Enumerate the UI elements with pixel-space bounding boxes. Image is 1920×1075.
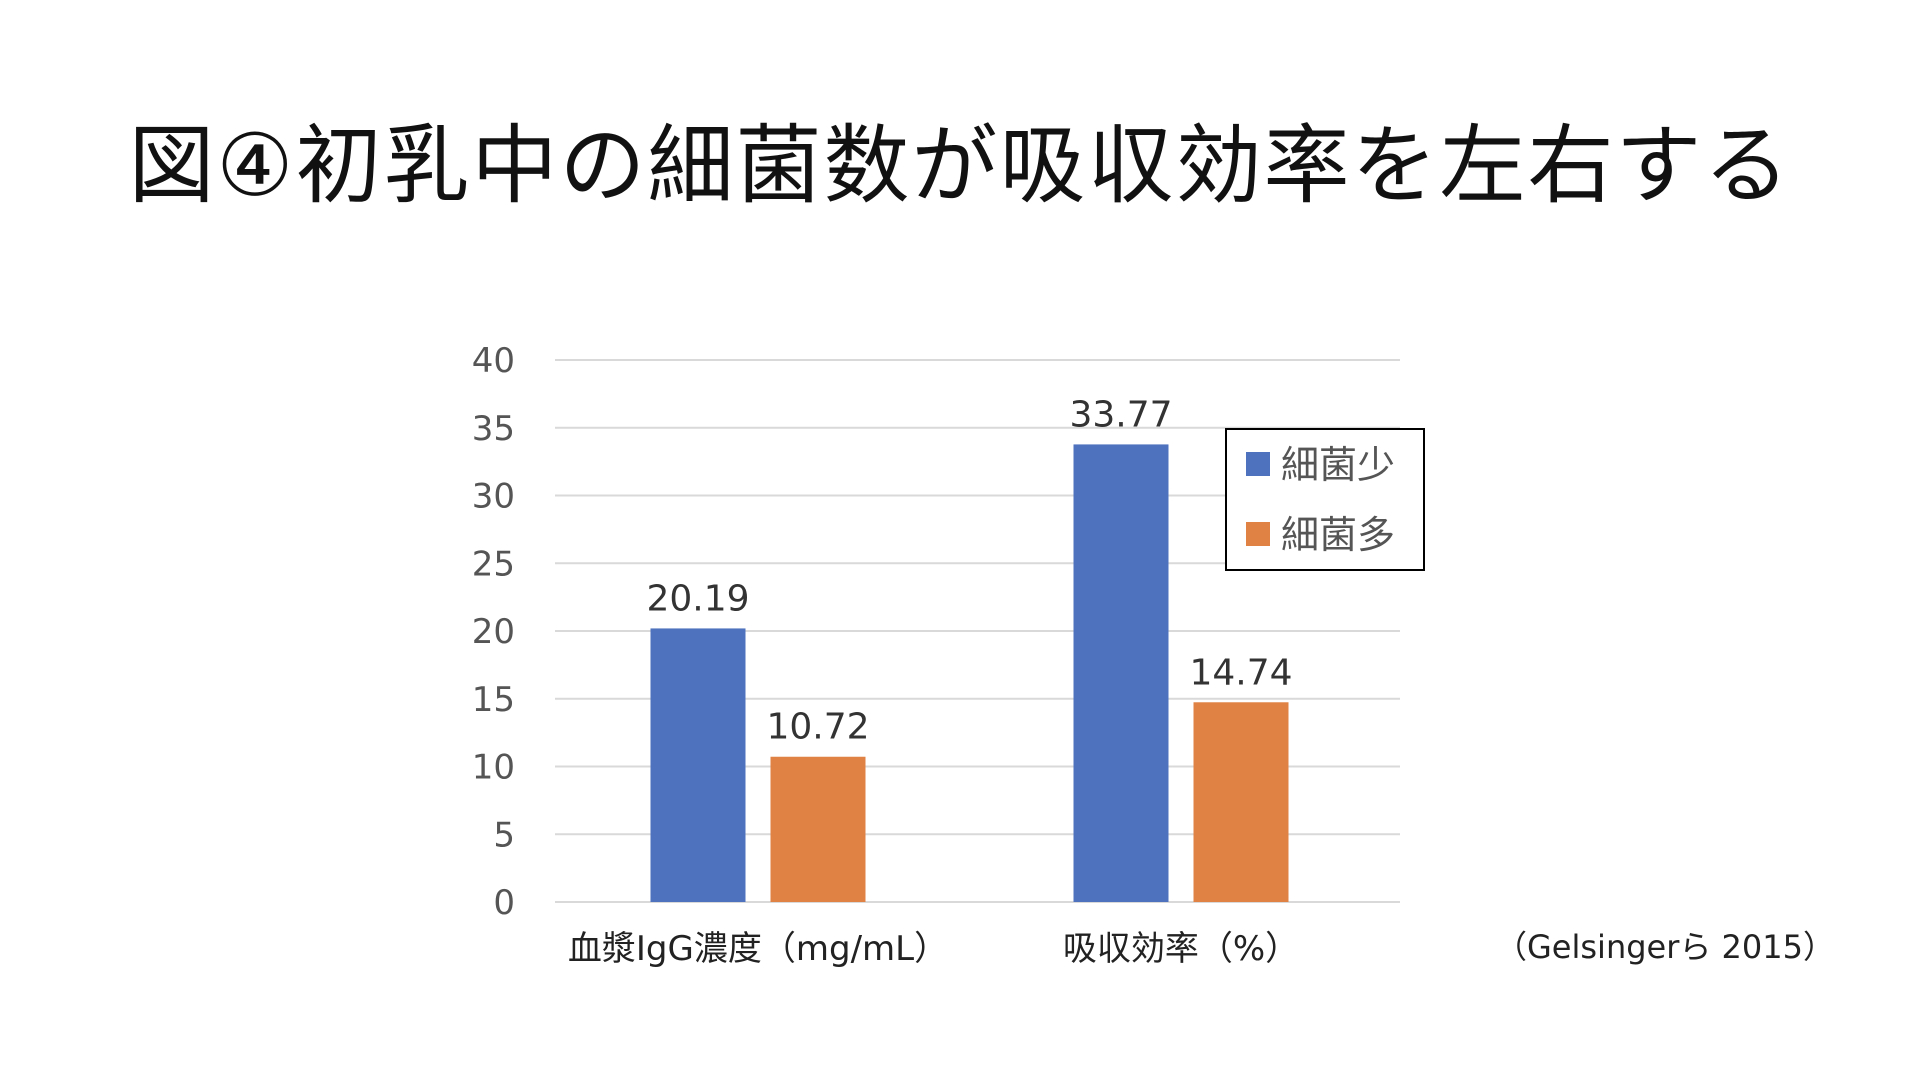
y-tick-label: 0: [493, 883, 515, 923]
bar-high: [770, 756, 866, 902]
y-tick-label: 35: [472, 409, 515, 449]
legend-label: 細菌多: [1281, 513, 1395, 557]
data-label: 10.72: [766, 707, 869, 748]
y-tick-label: 40: [472, 341, 515, 381]
data-labels: 20.19 10.72 33.77 14.74: [646, 394, 1292, 747]
bar-low: [1073, 444, 1169, 902]
x-category-label: 血漿IgG濃度（mg/mL）: [568, 929, 948, 969]
y-tick-label: 30: [472, 477, 515, 517]
legend-swatch: [1246, 452, 1270, 476]
y-tick-label: 15: [472, 680, 515, 720]
legend-label: 細菌少: [1281, 443, 1395, 487]
y-axis-ticks: 0 5 10 15 20 25 30 35 40: [472, 341, 515, 923]
y-tick-label: 20: [472, 612, 515, 652]
legend-swatch: [1246, 522, 1270, 546]
data-label: 20.19: [646, 578, 749, 619]
x-category-label: 吸収効率（%）: [1063, 929, 1299, 969]
y-tick-label: 25: [472, 544, 515, 584]
bars: [650, 444, 1289, 902]
data-label: 14.74: [1189, 652, 1292, 693]
slide-title: 図④初乳中の細菌数が吸収効率を左右する: [128, 116, 1792, 216]
bar-low: [650, 628, 746, 902]
data-label: 33.77: [1069, 394, 1172, 435]
bar-high: [1193, 702, 1289, 902]
x-axis-categories: 血漿IgG濃度（mg/mL） 吸収効率（%）: [568, 929, 1299, 969]
y-tick-label: 10: [472, 748, 515, 788]
citation: （Gelsingerら 2015）: [1495, 928, 1835, 966]
y-tick-label: 5: [493, 815, 515, 855]
